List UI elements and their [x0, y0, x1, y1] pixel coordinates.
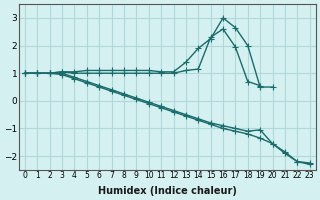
X-axis label: Humidex (Indice chaleur): Humidex (Indice chaleur)	[98, 186, 237, 196]
